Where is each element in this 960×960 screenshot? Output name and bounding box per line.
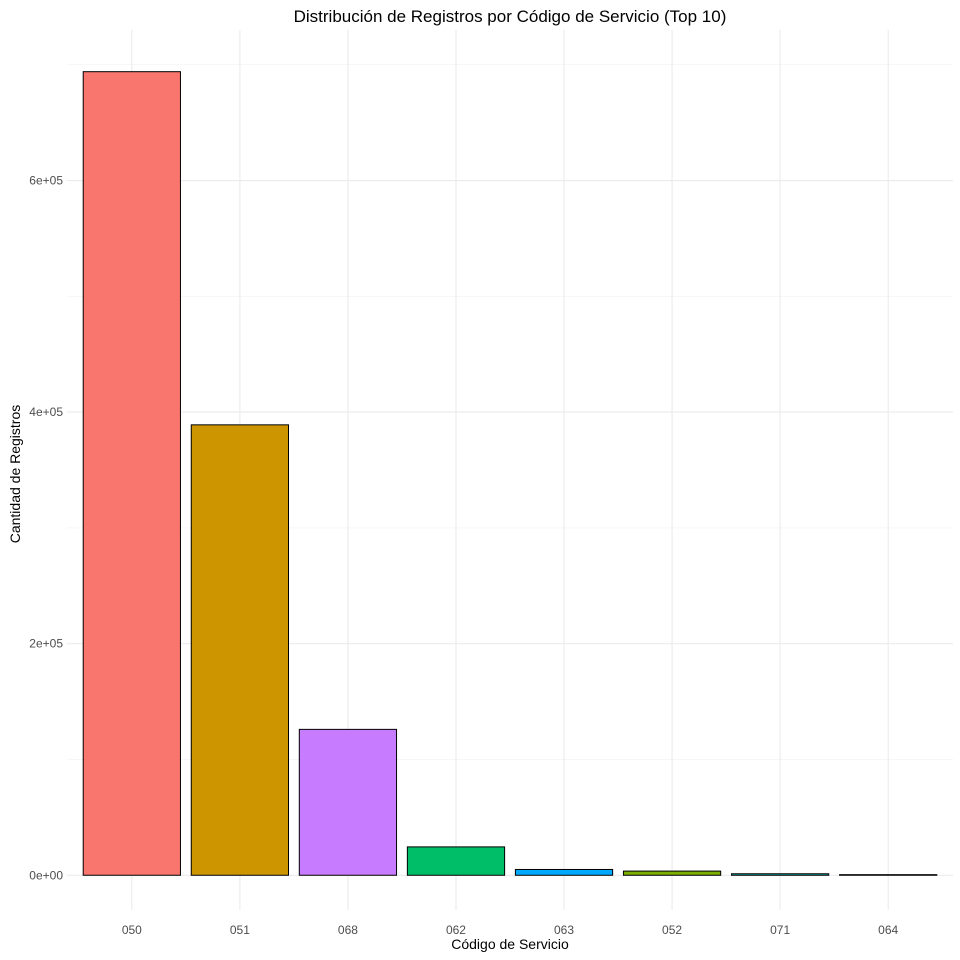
x-tick-label: 062 [446, 923, 466, 937]
x-tick-label: 050 [122, 923, 142, 937]
x-axis-title: Código de Servicio [451, 936, 569, 952]
y-axis-title: Cantidad de Registros [7, 405, 23, 544]
chart-title: Distribución de Registros por Código de … [294, 7, 727, 26]
y-tick-label: 2e+05 [29, 637, 63, 651]
bar-063 [514, 868, 614, 876]
y-axis-ticks: 0e+00 2e+05 4e+05 6e+05 [29, 174, 63, 883]
bar-071 [731, 873, 830, 876]
x-tick-label: 051 [230, 923, 250, 937]
x-tick-label: 071 [770, 923, 790, 937]
y-tick-label: 6e+05 [29, 174, 63, 188]
bar-062 [406, 846, 506, 876]
x-tick-label: 052 [662, 923, 682, 937]
x-tick-label: 064 [878, 923, 898, 937]
bar-050 [82, 71, 181, 876]
bar-051 [190, 424, 290, 876]
y-tick-label: 4e+05 [29, 405, 63, 419]
x-tick-label: 063 [554, 923, 574, 937]
bar-052 [622, 870, 722, 876]
y-tick-label: 0e+00 [29, 868, 63, 882]
x-axis-ticks: 050 051 068 062 063 052 071 064 [122, 923, 899, 937]
bars [82, 71, 938, 876]
x-tick-label: 068 [338, 923, 358, 937]
bar-064 [839, 874, 938, 876]
bar-068 [298, 728, 398, 876]
